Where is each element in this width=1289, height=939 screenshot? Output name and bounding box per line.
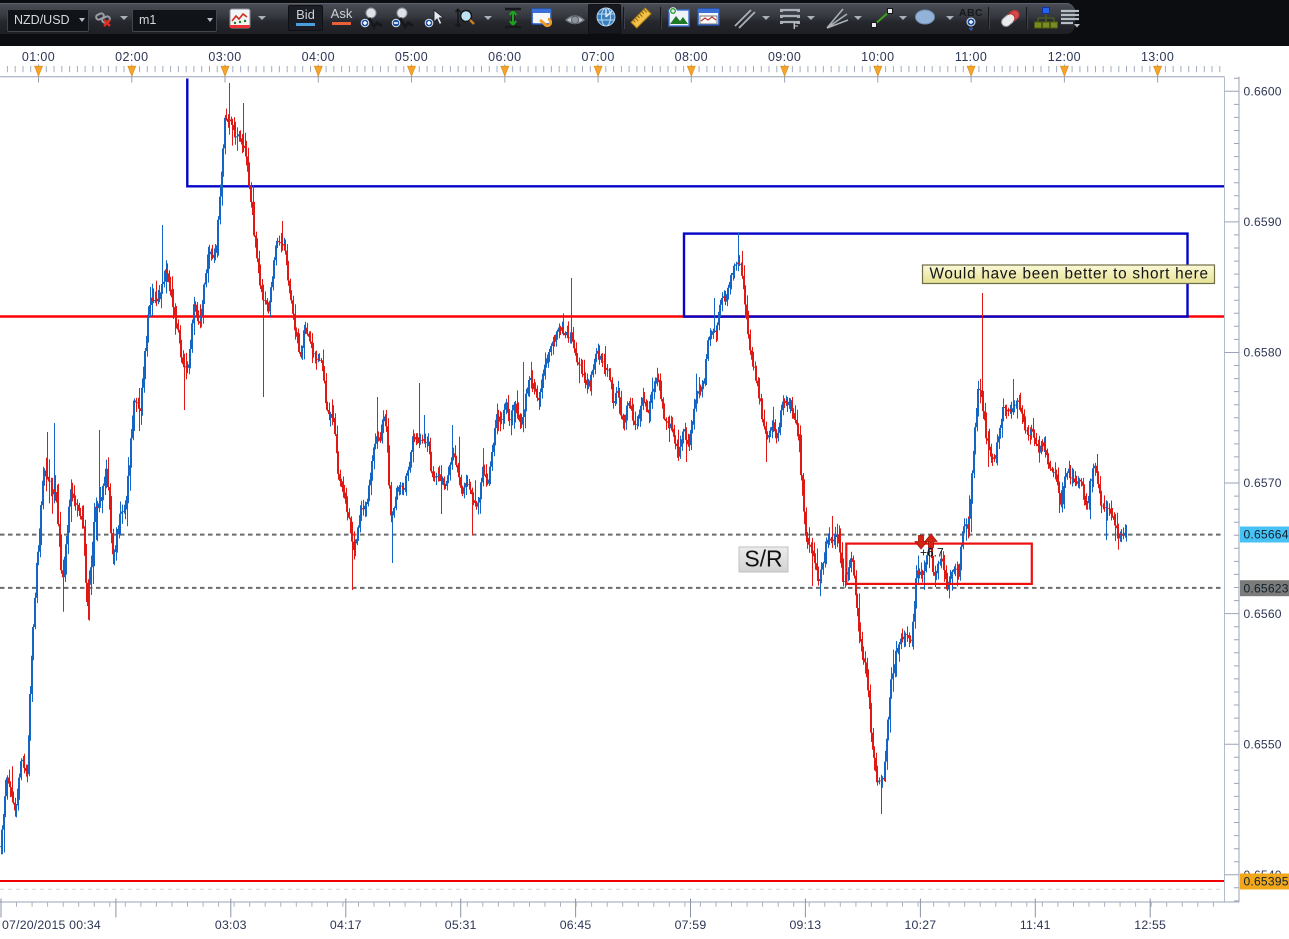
svg-text:0.65395: 0.65395 — [1244, 875, 1289, 889]
svg-text:12:00: 12:00 — [1048, 50, 1081, 64]
svg-text:04:00: 04:00 — [302, 50, 335, 64]
svg-text:07/20/2015 00:34: 07/20/2015 00:34 — [2, 918, 101, 932]
svg-text:0.6600: 0.6600 — [1244, 85, 1282, 99]
svg-text:10:00: 10:00 — [861, 50, 894, 64]
svg-text:07:00: 07:00 — [581, 50, 614, 64]
svg-text:11:41: 11:41 — [1020, 918, 1051, 932]
svg-text:03:03: 03:03 — [215, 918, 247, 932]
svg-text:0.65664: 0.65664 — [1244, 528, 1289, 542]
svg-text:05:31: 05:31 — [445, 918, 477, 932]
svg-text:ABC: ABC — [959, 7, 983, 19]
svg-text:11:00: 11:00 — [955, 50, 987, 64]
svg-text:F: F — [793, 21, 799, 30]
svg-text:10:27: 10:27 — [905, 918, 937, 932]
svg-text:12:55: 12:55 — [1134, 918, 1166, 932]
svg-text:09:00: 09:00 — [768, 50, 801, 64]
svg-text:S/R: S/R — [744, 546, 782, 572]
svg-text:01:00: 01:00 — [22, 50, 55, 64]
svg-text:0.6560: 0.6560 — [1244, 607, 1282, 621]
svg-text:0.6580: 0.6580 — [1244, 346, 1282, 360]
svg-text:0.65623: 0.65623 — [1244, 581, 1289, 595]
svg-text:02:00: 02:00 — [115, 50, 148, 64]
svg-text:0.6590: 0.6590 — [1244, 215, 1282, 229]
svg-text:13:00: 13:00 — [1141, 50, 1174, 64]
svg-text:Would have been better to shor: Would have been better to short here — [930, 266, 1209, 283]
svg-text:0.6550: 0.6550 — [1244, 737, 1282, 751]
svg-text:0.6570: 0.6570 — [1244, 476, 1282, 490]
svg-text:09:13: 09:13 — [790, 918, 822, 932]
svg-text:06:00: 06:00 — [488, 50, 521, 64]
svg-text:06:45: 06:45 — [560, 918, 592, 932]
svg-text:04:17: 04:17 — [330, 918, 362, 932]
svg-text:08:00: 08:00 — [675, 50, 708, 64]
svg-text:07:59: 07:59 — [675, 918, 707, 932]
svg-text:03:00: 03:00 — [208, 50, 241, 64]
svg-text:+6.7: +6.7 — [920, 546, 944, 560]
svg-text:05:00: 05:00 — [395, 50, 428, 64]
